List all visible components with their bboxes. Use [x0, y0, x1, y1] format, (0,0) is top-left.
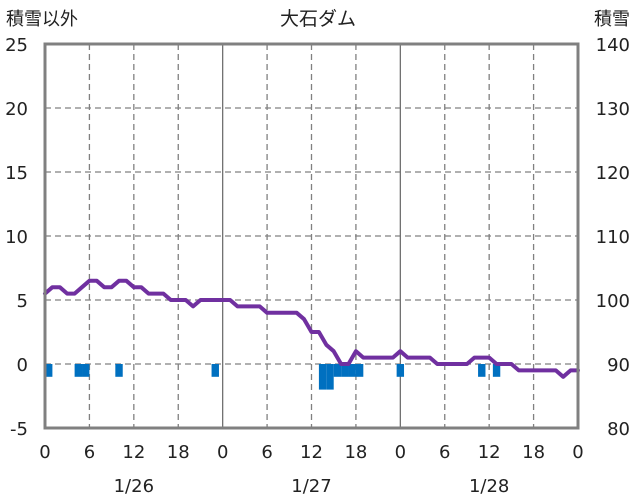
- left-tick-label: 5: [17, 291, 28, 312]
- bar: [333, 364, 342, 377]
- grid-lines: [45, 44, 578, 428]
- right-axis-title: 積雪: [594, 9, 630, 30]
- left-tick-label: 15: [5, 163, 28, 184]
- bar: [74, 364, 83, 377]
- date-label: 1/27: [291, 476, 331, 497]
- x-tick-label: 0: [572, 442, 583, 463]
- snow-depth-line: [43, 278, 580, 379]
- right-tick-label: 100: [596, 291, 630, 312]
- x-tick-label: 12: [300, 442, 323, 463]
- date-label: 1/28: [469, 476, 509, 497]
- left-tick-label: 10: [5, 227, 28, 248]
- left-tick-label: 0: [17, 355, 28, 376]
- x-tick-label: 6: [261, 442, 272, 463]
- x-tick-label: 0: [217, 442, 228, 463]
- bar: [492, 364, 501, 377]
- right-tick-label: 80: [607, 419, 630, 440]
- x-tick-label: 6: [84, 442, 95, 463]
- line-series: [43, 278, 580, 379]
- bar: [45, 364, 53, 377]
- left-tick-label: -5: [10, 419, 28, 440]
- bar: [82, 364, 90, 377]
- bar: [115, 364, 123, 377]
- bar: [348, 364, 356, 377]
- x-tick-label: 12: [122, 442, 145, 463]
- bar: [478, 364, 486, 377]
- bar: [341, 364, 349, 377]
- x-tick-label: 18: [522, 442, 545, 463]
- x-tick-label: 18: [344, 442, 367, 463]
- plot-frame: [43, 42, 580, 430]
- bar: [326, 364, 334, 390]
- right-tick-label: 130: [596, 99, 630, 120]
- right-tick-label: 120: [596, 163, 630, 184]
- right-tick-label: 110: [596, 227, 630, 248]
- bar-series: [45, 364, 501, 390]
- date-label: 1/26: [114, 476, 154, 497]
- left-tick-label: 20: [5, 99, 28, 120]
- right-tick-label: 140: [596, 35, 630, 56]
- bar: [211, 364, 219, 377]
- x-tick-label: 12: [478, 442, 501, 463]
- x-tick-label: 0: [39, 442, 50, 463]
- bar: [355, 364, 364, 377]
- x-tick-label: 18: [167, 442, 190, 463]
- bar: [318, 364, 327, 390]
- chart-title: 大石ダム: [280, 8, 356, 30]
- right-tick-label: 90: [607, 355, 630, 376]
- left-tick-label: 25: [5, 35, 28, 56]
- bar: [396, 364, 405, 377]
- left-axis-title: 積雪以外: [6, 9, 78, 30]
- x-tick-label: 0: [395, 442, 406, 463]
- x-tick-label: 6: [439, 442, 450, 463]
